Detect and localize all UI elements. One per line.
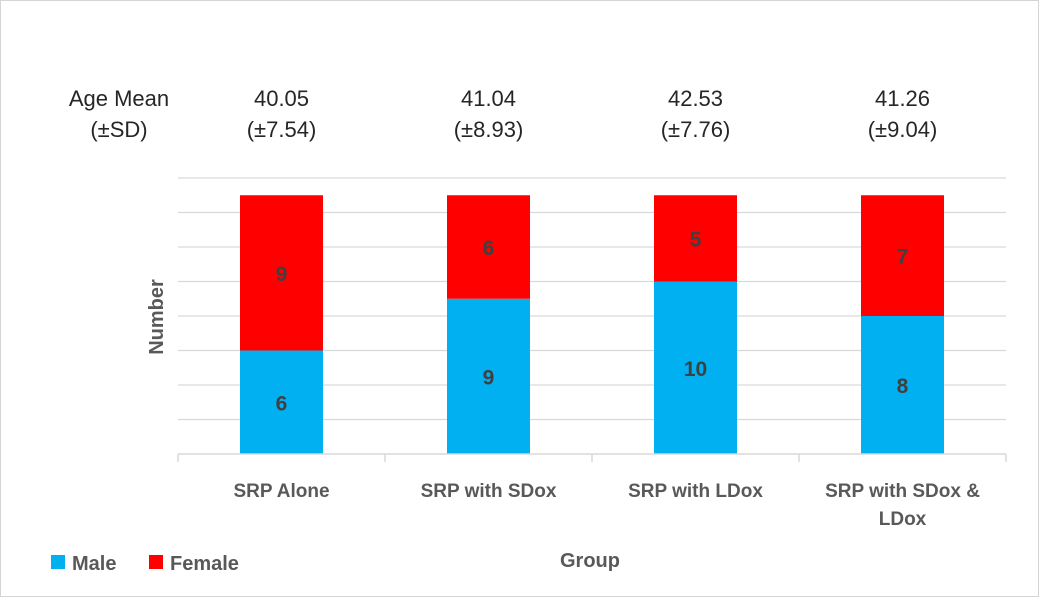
x-axis: [177, 453, 1007, 462]
age-header-line1: Age Mean: [69, 86, 169, 111]
data-label-male: 8: [897, 375, 909, 398]
data-label-female: 5: [690, 228, 702, 251]
bar-male: [654, 281, 737, 454]
bars: [240, 195, 944, 454]
legend-swatch-male: [51, 555, 65, 569]
age-header-line2: (±SD): [90, 117, 147, 142]
age-mean: 40.05: [254, 86, 309, 111]
bar-male: [861, 316, 944, 454]
category-label: SRP with LDox: [628, 481, 763, 502]
category-labels: SRP Alone SRP with SDox SRP with LDox SRP w…: [233, 481, 980, 530]
age-sd: (±7.76): [661, 117, 731, 142]
data-label-female: 7: [897, 246, 909, 269]
bar-male: [240, 350, 323, 454]
legend-label-female: Female: [170, 553, 239, 575]
category-label: SRP with SDox: [421, 481, 557, 502]
bar-female: [654, 195, 737, 282]
age-mean: 42.53: [668, 86, 723, 111]
age-mean: 41.26: [875, 86, 930, 111]
age-sd: (±8.93): [454, 117, 524, 142]
bar-male: [447, 298, 530, 454]
age-sd: (±9.04): [868, 117, 938, 142]
data-label-female: 9: [276, 263, 288, 286]
age-stats: 40.05 (±7.54) 41.04 (±8.93) 42.53 (±7.76) 41.2…: [247, 86, 938, 142]
x-axis-title: Group: [560, 550, 620, 572]
age-mean: 41.04: [461, 86, 516, 111]
category-label: SRP with SDox & LDox: [825, 481, 980, 530]
legend: Male Female: [51, 553, 239, 575]
age-header: Age Mean (±SD): [69, 86, 169, 142]
legend-swatch-female: [149, 555, 163, 569]
y-axis-title: Number: [146, 279, 168, 355]
data-labels: 6 9 9 6 10 5 8 7: [276, 228, 909, 415]
data-label-male: 6: [276, 392, 288, 415]
data-label-male: 9: [483, 366, 495, 389]
bar-female: [447, 195, 530, 299]
category-label: SRP Alone: [233, 481, 329, 502]
data-label-male: 10: [684, 358, 707, 381]
bar-female: [861, 195, 944, 316]
bar-female: [240, 195, 323, 351]
data-label-female: 6: [483, 237, 495, 260]
legend-label-male: Male: [72, 553, 116, 575]
age-sd: (±7.54): [247, 117, 317, 142]
